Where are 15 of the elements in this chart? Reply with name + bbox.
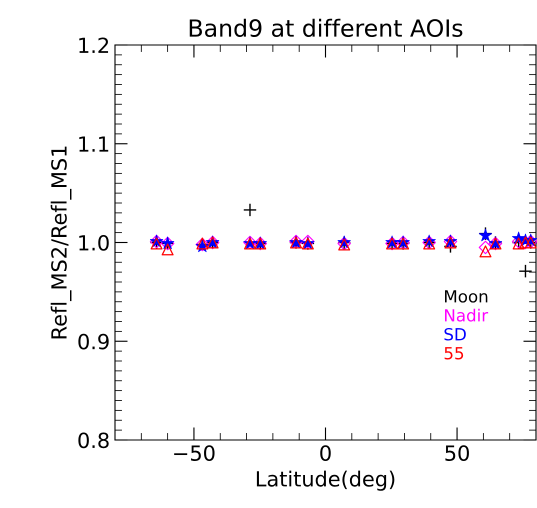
y-tick-label: 0.8	[78, 432, 109, 448]
text: SD	[444, 328, 466, 341]
y-tick-label: 1.1	[79, 136, 108, 152]
y-axis-title: Refl_MS2/Refl_MS1	[50, 146, 72, 338]
y-tick-label: 0.9	[78, 334, 109, 350]
text: Moon	[445, 290, 488, 303]
x-axis-title: Latitude(deg)	[256, 470, 394, 491]
chart-title: Band9 at different AOIs	[190, 18, 462, 37]
text: Nadir	[445, 308, 488, 322]
x-tick-label: 50	[445, 445, 469, 461]
y-tick-label: 1.2	[79, 37, 108, 53]
y-tick-label: 1.0	[79, 234, 109, 251]
x-tick-label: −50	[174, 445, 215, 461]
text: 55	[444, 347, 464, 360]
x-tick-label: 0	[320, 445, 331, 461]
